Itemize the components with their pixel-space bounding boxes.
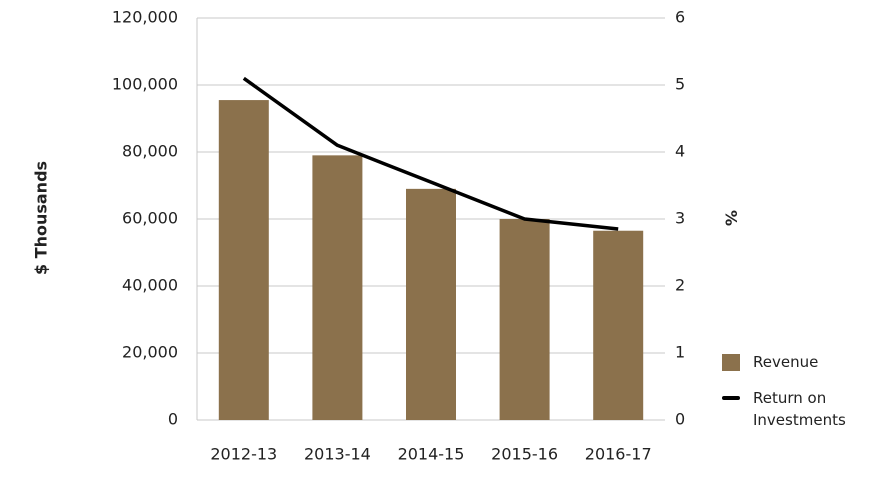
x-tick-label: 2016-17 bbox=[585, 445, 652, 464]
y-axis-title: $ Thousands bbox=[32, 161, 51, 275]
y2-tick-label: 4 bbox=[675, 142, 685, 161]
legend-entry: Revenue bbox=[722, 351, 853, 373]
legend-label: Revenue bbox=[753, 353, 819, 371]
x-tick-label: 2015-16 bbox=[491, 445, 558, 464]
y2-tick-label: 2 bbox=[675, 276, 685, 295]
line bbox=[242, 76, 619, 231]
legend-swatch bbox=[722, 396, 740, 400]
bar bbox=[312, 155, 363, 420]
y-tick-label: 60,000 bbox=[122, 209, 178, 228]
y-tick-label: 20,000 bbox=[122, 343, 178, 362]
bar bbox=[218, 100, 269, 420]
bar bbox=[593, 230, 644, 420]
legend-swatch bbox=[722, 354, 740, 371]
y-tick-label: 0 bbox=[168, 410, 178, 429]
bar bbox=[406, 188, 456, 420]
x-tick-label: 2014-15 bbox=[398, 445, 465, 464]
y2-tick-label: 5 bbox=[675, 75, 685, 94]
legend-entry: Return on Investments bbox=[722, 387, 853, 431]
y-tick-label: 100,000 bbox=[112, 75, 178, 94]
y-tick-label: 40,000 bbox=[122, 276, 178, 295]
bar bbox=[499, 219, 550, 420]
x-tick-label: 2013-14 bbox=[304, 445, 371, 464]
legend-label: Return on Investments bbox=[753, 389, 846, 429]
legend: Revenue Return on Investments bbox=[722, 351, 853, 445]
y-tick-label: 80,000 bbox=[122, 142, 178, 161]
y2-tick-label: 6 bbox=[675, 8, 685, 27]
y2-axis-title: % bbox=[722, 210, 741, 226]
y2-tick-label: 3 bbox=[675, 209, 685, 228]
x-tick-label: 2012-13 bbox=[210, 445, 277, 464]
y2-tick-label: 1 bbox=[675, 343, 685, 362]
y2-tick-label: 0 bbox=[675, 410, 685, 429]
y-tick-label: 120,000 bbox=[112, 8, 178, 27]
